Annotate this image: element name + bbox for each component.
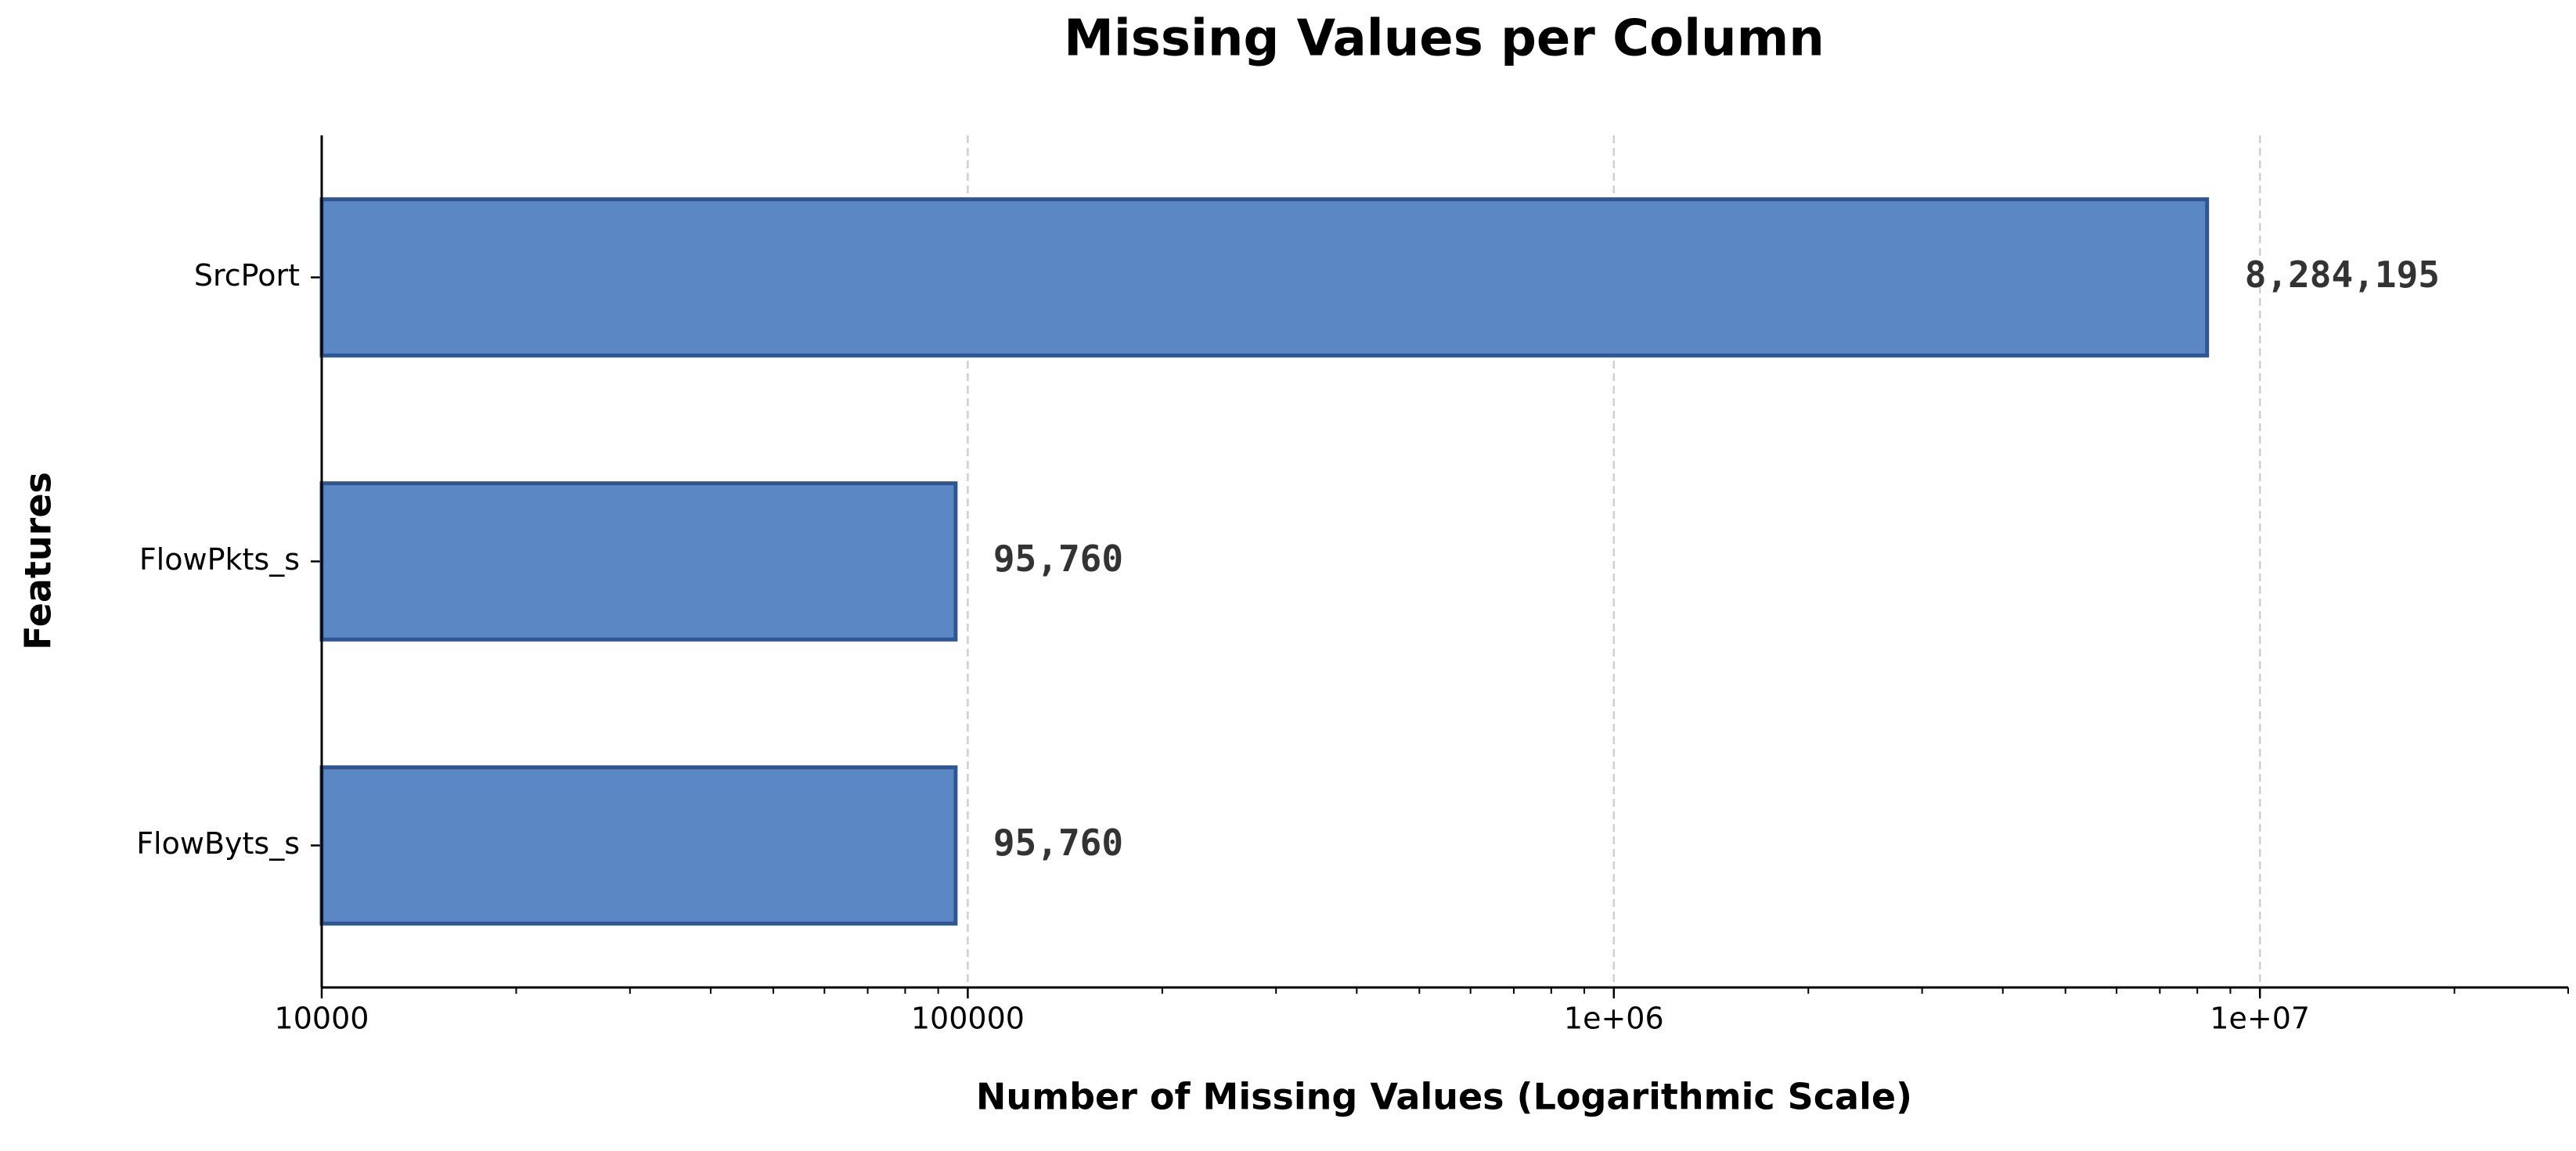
x-tick-label: 1e+07 — [2210, 1002, 2310, 1036]
bar — [319, 197, 2210, 358]
x-tick-label: 10000 — [275, 1002, 369, 1036]
y-tick-label: FlowPkts_s — [139, 542, 300, 577]
y-axis-label: Features — [17, 472, 59, 650]
x-axis-label: Number of Missing Values (Logarithmic Sc… — [976, 1076, 1912, 1118]
y-tick-label: SrcPort — [194, 258, 300, 293]
bar — [319, 765, 958, 926]
x-tick-label: 100000 — [911, 1002, 1025, 1036]
value-label: 95,760 — [993, 538, 1123, 580]
x-tick-label: 1e+06 — [1564, 1002, 1664, 1036]
bar — [319, 481, 958, 642]
value-label: 95,760 — [993, 822, 1123, 864]
y-tick-label: FlowByts_s — [136, 826, 300, 861]
value-label: 8,284,195 — [2245, 254, 2440, 296]
chart-title: Missing Values per Column — [1064, 10, 1825, 68]
